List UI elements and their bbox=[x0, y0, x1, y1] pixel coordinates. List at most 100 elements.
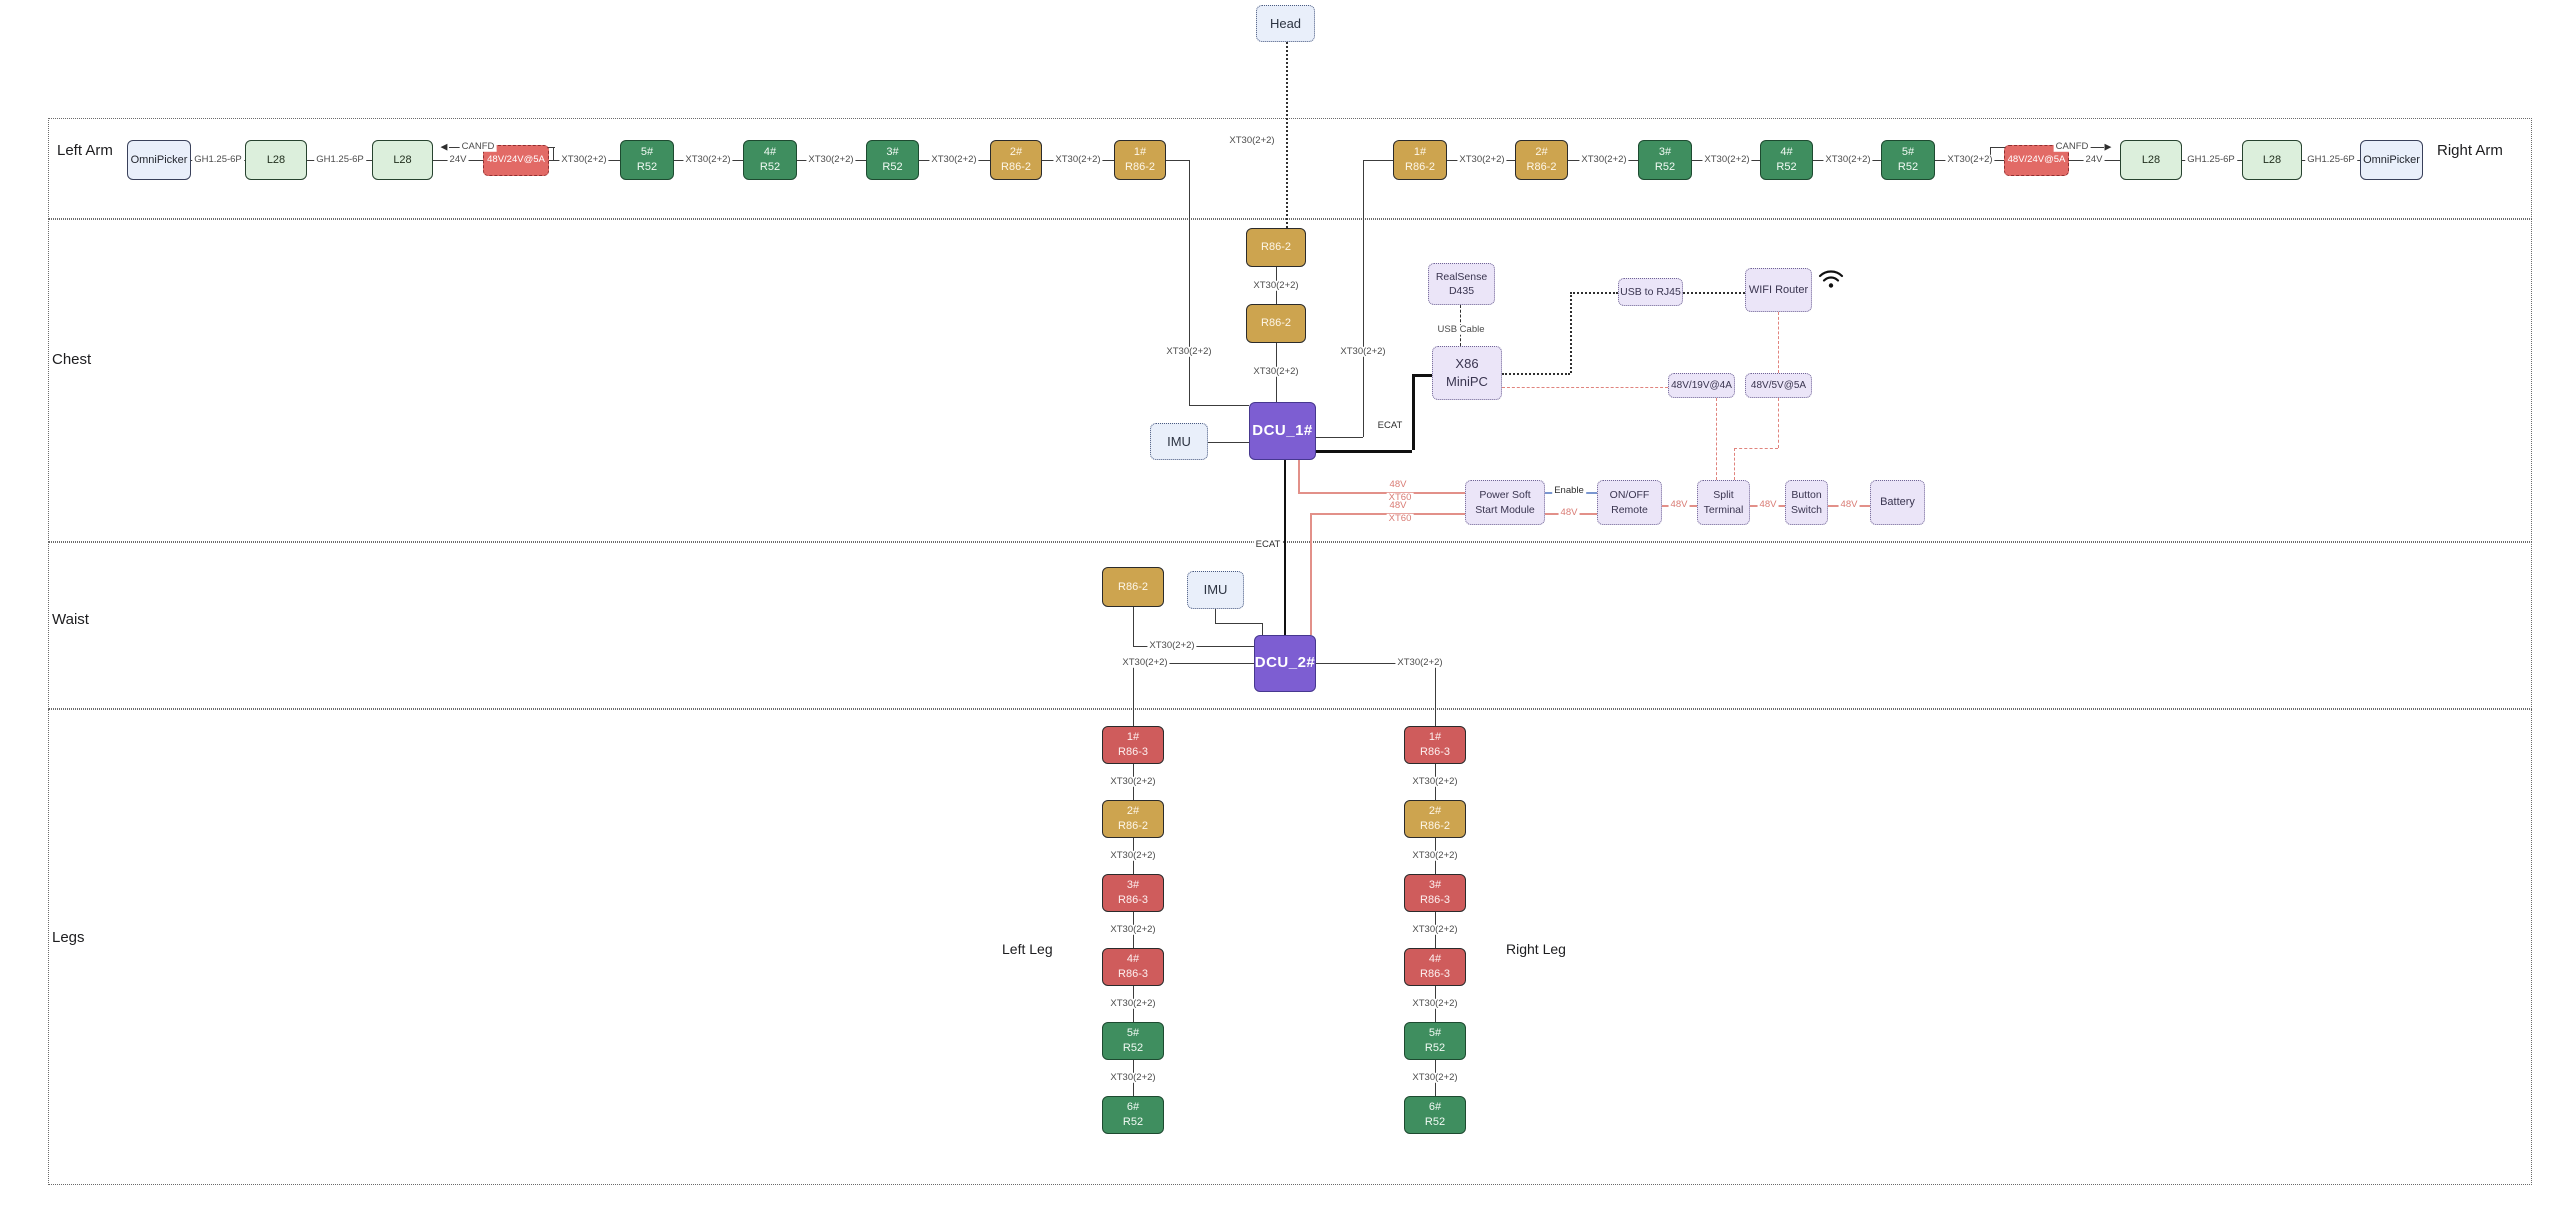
wire-label: XT30(2+2) bbox=[929, 153, 979, 166]
wire bbox=[1363, 160, 1393, 161]
wire-label: XT30(2+2) bbox=[1823, 153, 1873, 166]
wire-label: XT60 bbox=[1386, 512, 1414, 525]
wire-label: GH1.25-6P bbox=[192, 153, 244, 166]
node-usb-to-rj45: USB to RJ45 bbox=[1618, 278, 1683, 306]
wire-label: XT30(2+2) bbox=[1147, 639, 1197, 652]
section-frame-arms-row bbox=[48, 118, 2532, 219]
wire-label: XT30(2+2) bbox=[1108, 775, 1158, 788]
node-right-arm-joint-2: 2# R86-2 bbox=[1515, 140, 1568, 180]
wire-label: 48V bbox=[1757, 498, 1779, 511]
node-dcu-1: DCU_1# bbox=[1249, 402, 1316, 460]
node-left-leg-joint-6: 6# R52 bbox=[1102, 1096, 1164, 1134]
wire bbox=[1734, 448, 1735, 480]
wire bbox=[1189, 405, 1249, 406]
node-imu-waist: IMU bbox=[1187, 571, 1244, 609]
node-left-leg-joint-3: 3# R86-3 bbox=[1102, 874, 1164, 912]
node-onoff-remote: ON/OFF Remote bbox=[1597, 480, 1662, 525]
wire bbox=[1316, 663, 1435, 664]
wire-label: XT30(2+2) bbox=[1410, 997, 1460, 1010]
wire bbox=[1133, 663, 1254, 664]
wire-label: XT30(2+2) bbox=[1702, 153, 1752, 166]
wire-label: XT30(2+2) bbox=[1108, 1071, 1158, 1084]
wire-label: XT30(2+2) bbox=[1053, 153, 1103, 166]
wire bbox=[1310, 513, 1312, 635]
wire bbox=[1286, 42, 1288, 228]
wire bbox=[1298, 492, 1465, 494]
section-label-right-arm: Right Arm bbox=[2437, 142, 2503, 159]
wire-label: 48V bbox=[1387, 478, 1409, 491]
node-converter-5v: 48V/5V@5A bbox=[1745, 373, 1812, 398]
node-battery: Battery bbox=[1870, 480, 1925, 525]
wire bbox=[1734, 448, 1778, 449]
wire-label: XT30(2+2) bbox=[1251, 279, 1301, 292]
wire-label: XT30(2+2) bbox=[683, 153, 733, 166]
wire bbox=[1778, 398, 1779, 448]
wire-label: XT30(2+2) bbox=[1395, 656, 1445, 669]
wire bbox=[553, 147, 554, 160]
wire-label: XT30(2+2) bbox=[1120, 656, 1170, 669]
node-left-arm-joint-2: 2# R86-2 bbox=[990, 140, 1042, 180]
wire-label: XT30(2+2) bbox=[1410, 849, 1460, 862]
wire bbox=[1435, 663, 1436, 726]
wire-label: XT30(2+2) bbox=[1164, 345, 1214, 358]
node-waist-r86: R86-2 bbox=[1102, 567, 1164, 607]
node-right-arm-joint-3: 3# R52 bbox=[1638, 140, 1692, 180]
wire-label: GH1.25-6P bbox=[2305, 153, 2357, 166]
wire bbox=[1778, 312, 1779, 373]
wire bbox=[1683, 292, 1745, 294]
node-power-soft-start: Power Soft Start Module bbox=[1465, 480, 1545, 525]
node-omnipicker-left: OmniPicker bbox=[127, 140, 191, 180]
wire bbox=[1133, 607, 1134, 646]
wire-label: XT30(2+2) bbox=[1410, 1071, 1460, 1084]
wire-label: XT30(2+2) bbox=[1227, 134, 1277, 147]
wire-label: XT60 bbox=[1386, 491, 1414, 504]
wire bbox=[1502, 373, 1570, 375]
node-realsense-d435: RealSense D435 bbox=[1428, 263, 1495, 305]
node-left-arm-joint-5: 5# R52 bbox=[620, 140, 674, 180]
wire-label: 48V bbox=[1838, 498, 1860, 511]
node-head: Head bbox=[1256, 5, 1315, 42]
canfd-arrow: ◀ bbox=[440, 141, 448, 152]
wire-label: ECAT bbox=[1253, 538, 1283, 551]
node-left-leg-joint-5: 5# R52 bbox=[1102, 1022, 1164, 1060]
wire bbox=[1284, 460, 1286, 635]
node-left-arm-joint-3: 3# R52 bbox=[866, 140, 919, 180]
node-right-leg-joint-2: 2# R86-2 bbox=[1404, 800, 1466, 838]
wire bbox=[1716, 398, 1717, 480]
section-frame-waist bbox=[48, 542, 2532, 709]
wire-label: XT30(2+2) bbox=[1410, 923, 1460, 936]
wire-label: USB Cable bbox=[1435, 323, 1487, 336]
wire-label: 24V bbox=[2083, 153, 2105, 166]
wire bbox=[1189, 160, 1190, 405]
wire bbox=[1133, 663, 1134, 726]
wire-label: ECAT bbox=[1375, 419, 1405, 432]
wire-label: XT30(2+2) bbox=[1108, 923, 1158, 936]
section-label-waist: Waist bbox=[52, 611, 89, 628]
node-omnipicker-right: OmniPicker bbox=[2360, 140, 2423, 180]
wire bbox=[1215, 623, 1262, 624]
wire bbox=[1570, 292, 1618, 294]
wire bbox=[1412, 374, 1432, 377]
node-chest-r86-1: R86-2 bbox=[1246, 228, 1306, 267]
wire bbox=[1316, 437, 1363, 438]
node-imu-chest: IMU bbox=[1150, 423, 1208, 460]
node-right-arm-joint-4: 4# R52 bbox=[1760, 140, 1813, 180]
node-wifi-router: WIFI Router bbox=[1745, 268, 1812, 312]
node-left-leg-joint-2: 2# R86-2 bbox=[1102, 800, 1164, 838]
node-l28-right-2: L28 bbox=[2242, 140, 2302, 180]
wire-label: 48V bbox=[1387, 499, 1409, 512]
wire bbox=[1215, 609, 1216, 623]
section-label-right-leg: Right Leg bbox=[1506, 941, 1566, 957]
wire-label: GH1.25-6P bbox=[2185, 153, 2237, 166]
wire bbox=[1298, 460, 1300, 492]
wire-label: 48V bbox=[1558, 506, 1580, 519]
node-split-terminal: Split Terminal bbox=[1697, 480, 1750, 525]
wire-label: XT30(2+2) bbox=[806, 153, 856, 166]
node-right-leg-joint-4: 4# R86-3 bbox=[1404, 948, 1466, 986]
node-right-arm-joint-1: 1# R86-2 bbox=[1393, 140, 1447, 180]
node-right-arm-joint-5: 5# R52 bbox=[1881, 140, 1935, 180]
node-l28-right-1: L28 bbox=[2120, 140, 2182, 180]
wifi-icon bbox=[1818, 268, 1844, 295]
wire-label: 24V bbox=[447, 153, 469, 166]
